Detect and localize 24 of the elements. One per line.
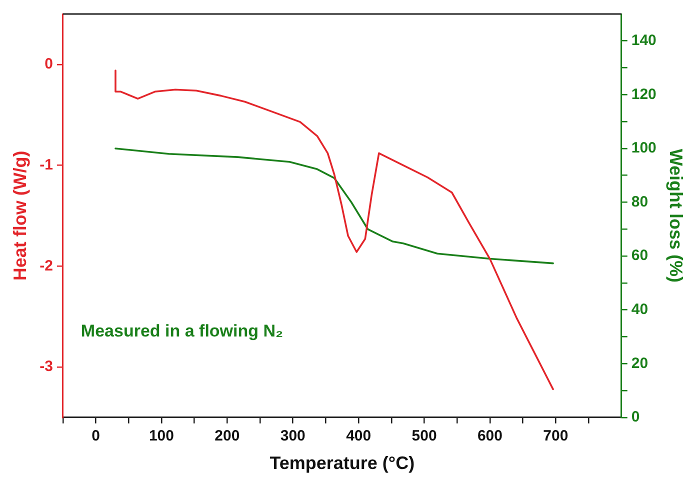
y2-tick-label: 0 [631, 408, 640, 426]
y2-tick-label: 40 [631, 300, 648, 318]
y2-tick-label: 140 [631, 32, 656, 50]
y-tick-label: -3 [40, 358, 53, 376]
x-tick-label: 700 [543, 428, 568, 445]
y2-tick-label: 80 [631, 193, 648, 210]
y2-tick-label: 60 [631, 247, 648, 264]
y-tick-label: -2 [40, 257, 53, 274]
x-tick-label: 500 [412, 428, 437, 445]
y-axis-title: Heat flow (W/g) [10, 150, 30, 281]
x-tick-label: 400 [346, 428, 372, 445]
y2-tick-label: 120 [631, 86, 656, 103]
x-tick-label: 600 [477, 428, 502, 445]
x-tick-label: 0 [92, 428, 100, 445]
y2-axis-title: Weight loss (%) [666, 148, 686, 283]
x-tick-label: 200 [214, 428, 240, 445]
y2-tick-label: 100 [631, 140, 656, 157]
annotation: Measured in a flowing N₂ [80, 322, 284, 341]
x-tick-label: 300 [280, 428, 306, 445]
x-axis-title: Temperature (°C) [270, 453, 415, 474]
y2-tick-label: 20 [631, 354, 648, 372]
x-tick-label: 100 [148, 428, 174, 445]
y-tick-label: -1 [40, 156, 53, 174]
y-tick-label: 0 [44, 56, 53, 73]
